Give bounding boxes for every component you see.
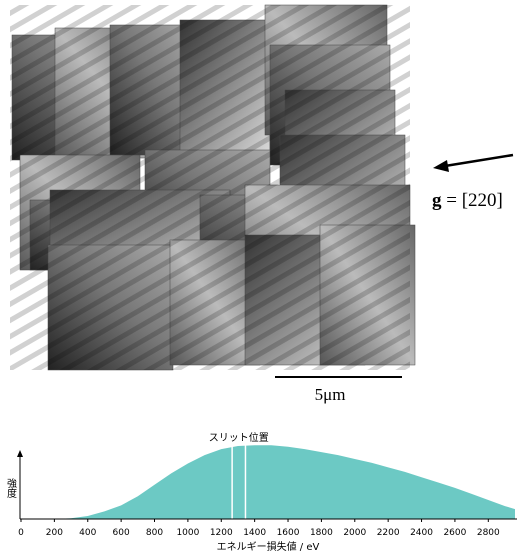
x-axis-label: エネルギー損失値 / eV bbox=[217, 540, 320, 553]
y-axis-label: 強度 bbox=[5, 477, 17, 499]
x-tick-label: 1400 bbox=[243, 528, 266, 538]
x-tick-label: 1600 bbox=[277, 528, 300, 538]
slit-label: スリット位置 bbox=[209, 431, 269, 444]
tem-mosaic bbox=[10, 4, 416, 371]
x-tick-label: 2200 bbox=[377, 528, 400, 538]
scale-bar-label: 5μm bbox=[315, 385, 346, 404]
x-tick-label: 600 bbox=[113, 528, 130, 538]
spectrum-chart: スリット位置 0 200 400 600 800 1000 1200 1400 1600 1800 2… bbox=[5, 431, 517, 553]
y-axis-arrow bbox=[17, 450, 23, 457]
g-vector-arrow bbox=[433, 153, 514, 172]
x-tick-label: 200 bbox=[46, 528, 63, 538]
g-symbol: g bbox=[432, 190, 442, 211]
g-value: = [220] bbox=[446, 190, 503, 211]
g-vector-label: g = [220] bbox=[432, 190, 503, 211]
x-tick-label: 2800 bbox=[477, 528, 500, 538]
x-tick-label: 2400 bbox=[410, 528, 433, 538]
x-tick-label: 2000 bbox=[343, 528, 366, 538]
x-tick-label: 1000 bbox=[176, 528, 199, 538]
spectrum-area bbox=[21, 445, 515, 519]
x-tick-label: 0 bbox=[18, 528, 24, 538]
x-tick-label: 2600 bbox=[443, 528, 466, 538]
x-tick-label: 1200 bbox=[210, 528, 233, 538]
x-tick-label: 800 bbox=[146, 528, 163, 538]
x-tick-label: 1800 bbox=[310, 528, 333, 538]
x-tick-label: 400 bbox=[79, 528, 96, 538]
